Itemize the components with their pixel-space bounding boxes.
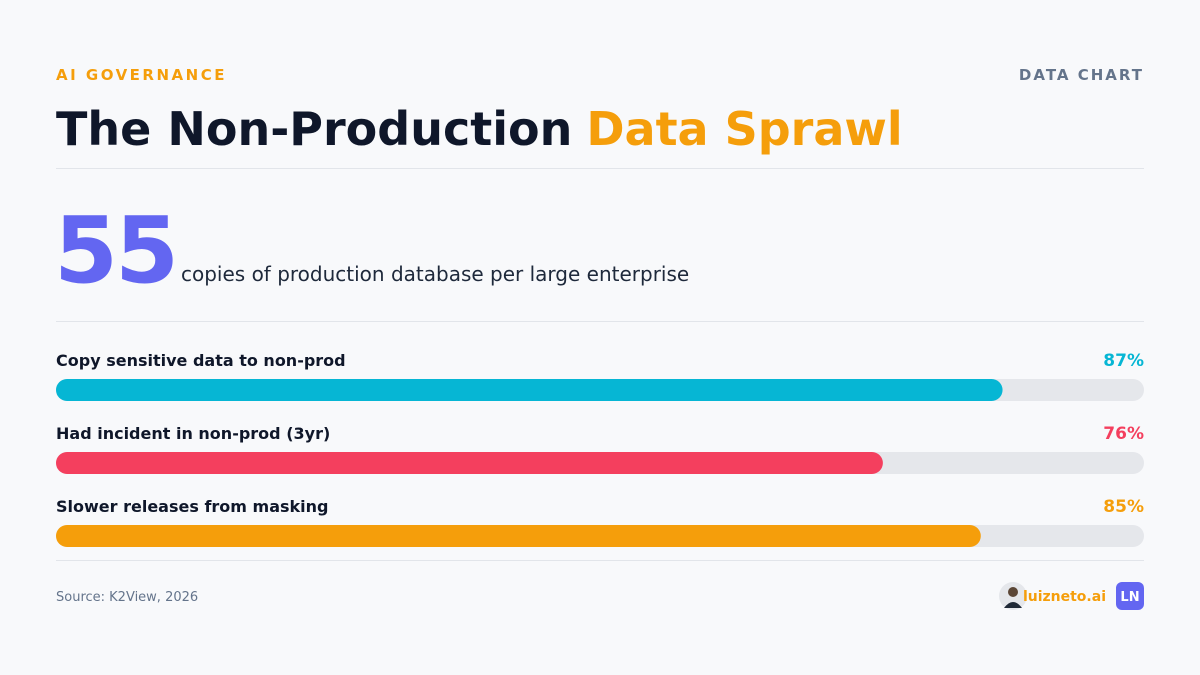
bar bbox=[56, 525, 981, 547]
value-label: 76% bbox=[1103, 424, 1144, 444]
badge-text: LN bbox=[1120, 590, 1139, 605]
stat-caption: copies of production database per large … bbox=[181, 262, 689, 286]
brand: luizneto.ai bbox=[1023, 589, 1106, 605]
avatar-body bbox=[1004, 602, 1022, 608]
tag: DATA CHART bbox=[1019, 66, 1144, 84]
bar-label: Copy sensitive data to non-prod bbox=[56, 351, 346, 370]
value-label: 87% bbox=[1103, 351, 1144, 371]
title-main: The Non-Production bbox=[56, 102, 572, 156]
value-label: 85% bbox=[1103, 497, 1144, 517]
avatar-head bbox=[1008, 587, 1018, 597]
bar-label: Slower releases from masking bbox=[56, 497, 328, 516]
badge bbox=[1116, 582, 1144, 610]
bar bbox=[56, 379, 1003, 401]
title-highlight: Data Sprawl bbox=[586, 102, 902, 156]
source: Source: K2View, 2026 bbox=[56, 590, 198, 605]
stat-value: 55 bbox=[54, 197, 176, 304]
bar bbox=[56, 452, 883, 474]
eyebrow: AI GOVERNANCE bbox=[56, 66, 227, 84]
bar-label: Had incident in non-prod (3yr) bbox=[56, 424, 330, 443]
title: The Non-Production Data Sprawl bbox=[56, 102, 903, 156]
